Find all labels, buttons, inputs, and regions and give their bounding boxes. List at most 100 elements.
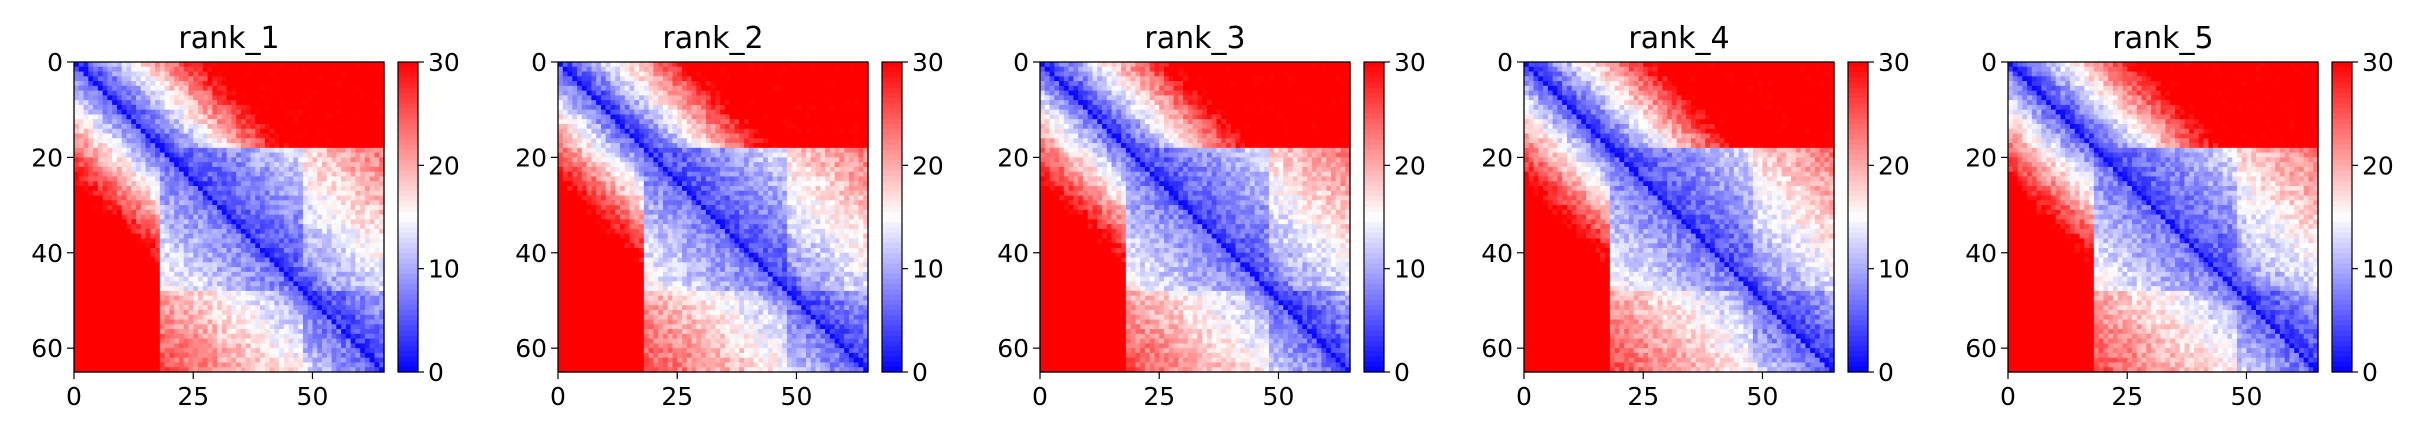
- heatmap-cell: [240, 267, 247, 273]
- heatmap-cell: [302, 367, 309, 373]
- heatmap-cell: [801, 85, 807, 92]
- heatmap-cell: [159, 319, 166, 325]
- heatmap-cell: [744, 95, 750, 101]
- heatmap-cell: [164, 100, 170, 106]
- heatmap-cell: [155, 176, 161, 182]
- heatmap-cell: [279, 147, 285, 154]
- heatmap-cell: [155, 162, 161, 168]
- heatmap-cell: [202, 138, 209, 144]
- heatmap-cell: [591, 90, 597, 96]
- heatmap-cell: [240, 314, 247, 321]
- heatmap-cell: [379, 200, 385, 206]
- heatmap-cell: [350, 195, 356, 201]
- heatmap-cell: [829, 100, 836, 106]
- heatmap-cell: [202, 143, 209, 149]
- heatmap-cell: [212, 133, 218, 139]
- heatmap-cell: [155, 114, 161, 120]
- heatmap-cell: [322, 152, 328, 158]
- heatmap-cell: [350, 262, 356, 268]
- heatmap-cell: [93, 124, 99, 130]
- heatmap-cell: [293, 128, 299, 135]
- heatmap-cell: [639, 81, 645, 87]
- heatmap-cell: [293, 219, 299, 225]
- heatmap-cell: [279, 329, 285, 335]
- heatmap-cell: [245, 119, 252, 125]
- heatmap-cell: [260, 138, 266, 144]
- heatmap-cell: [658, 71, 664, 77]
- heatmap-cell: [178, 90, 185, 96]
- heatmap-cell: [183, 190, 190, 197]
- heatmap-cell: [350, 305, 356, 311]
- heatmap-cell: [255, 62, 261, 68]
- heatmap-cell: [121, 252, 128, 259]
- heatmap-cell: [326, 214, 333, 220]
- heatmap-cell: [302, 104, 309, 111]
- heatmap-cell: [350, 286, 356, 292]
- heatmap-cell: [264, 314, 271, 321]
- heatmap-cell: [207, 176, 213, 182]
- heatmap-cell: [350, 95, 356, 101]
- heatmap-cell: [350, 290, 356, 297]
- heatmap-cell: [260, 205, 266, 211]
- heatmap-cell: [193, 276, 199, 282]
- heatmap-cell: [240, 324, 247, 330]
- heatmap-cell: [207, 271, 213, 278]
- heatmap-cell: [226, 190, 232, 197]
- heatmap-cell: [355, 181, 361, 187]
- heatmap-cell: [221, 133, 228, 139]
- heatmap-cell: [164, 219, 170, 225]
- heatmap-cell: [198, 66, 204, 73]
- heatmap-cell: [188, 162, 194, 168]
- heatmap-cell: [369, 166, 376, 173]
- heatmap-cell: [724, 95, 731, 101]
- heatmap-cell: [221, 257, 228, 263]
- heatmap-cell: [207, 85, 213, 92]
- heatmap-cell: [207, 166, 213, 173]
- heatmap-cell: [274, 200, 280, 206]
- heatmap-cell: [374, 71, 380, 77]
- heatmap-cell: [696, 81, 702, 87]
- heatmap-cell: [605, 71, 612, 77]
- heatmap-cell: [83, 190, 89, 197]
- heatmap-cell: [217, 214, 223, 220]
- heatmap-cell: [207, 90, 213, 96]
- heatmap-cell: [307, 238, 314, 244]
- heatmap-cell: [159, 267, 166, 273]
- heatmap-cell: [198, 119, 204, 125]
- heatmap-cell: [643, 109, 650, 116]
- heatmap-cell: [374, 300, 380, 306]
- heatmap-cell: [600, 104, 607, 111]
- heatmap-cell: [198, 181, 204, 187]
- heatmap-cell: [369, 76, 376, 82]
- heatmap-cell: [240, 238, 247, 244]
- heatmap-cell: [345, 152, 352, 158]
- heatmap-cell: [269, 186, 275, 192]
- heatmap-cell: [240, 214, 247, 220]
- heatmap-cell: [350, 271, 356, 278]
- heatmap-cell: [369, 62, 376, 68]
- heatmap-cell: [269, 281, 275, 287]
- heatmap-cell: [360, 181, 366, 187]
- heatmap-cell: [250, 181, 256, 187]
- heatmap-cell: [322, 133, 328, 139]
- heatmap-cell: [198, 343, 204, 349]
- heatmap-cell: [93, 310, 99, 316]
- heatmap-cell: [331, 252, 337, 259]
- heatmap-cell: [202, 295, 209, 302]
- heatmap-cell: [269, 81, 275, 87]
- heatmap-cell: [643, 66, 650, 73]
- heatmap-cell: [336, 157, 342, 163]
- heatmap-cell: [121, 176, 128, 182]
- heatmap-cell: [188, 224, 194, 230]
- heatmap-cell: [374, 85, 380, 92]
- heatmap-cell: [202, 152, 209, 158]
- heatmap-cell: [298, 343, 304, 349]
- heatmap-cell: [364, 319, 371, 325]
- heatmap-cell: [150, 286, 156, 292]
- heatmap-cell: [93, 152, 99, 158]
- heatmap-cell: [231, 66, 237, 73]
- heatmap-cell: [662, 81, 669, 87]
- heatmap-cell: [820, 81, 826, 87]
- heatmap-cell: [269, 286, 275, 292]
